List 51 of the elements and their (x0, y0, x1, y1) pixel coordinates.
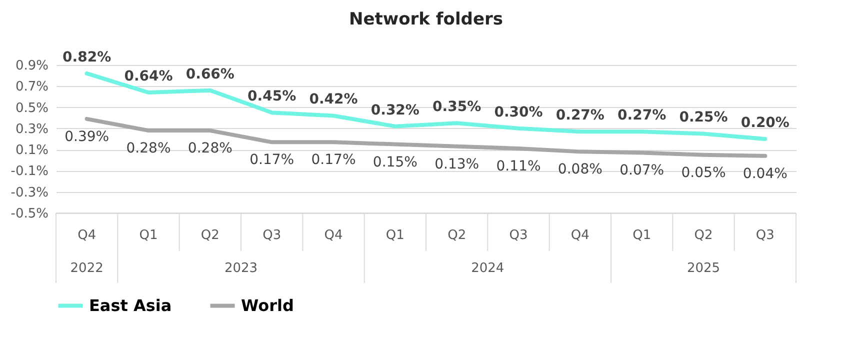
data-label: 0.27% (556, 108, 604, 124)
data-label: 0.25% (679, 110, 728, 126)
x-tick-label: Q1 (386, 228, 404, 243)
x-tick-label: Q3 (509, 228, 528, 243)
y-tick-label: 0.5% (15, 100, 48, 116)
y-tick-label: -0.3% (10, 185, 48, 200)
x-tick-label: Q3 (756, 228, 774, 243)
x-tick-label: Q1 (632, 228, 652, 243)
data-label: 0.42% (309, 92, 358, 108)
data-label: 0.45% (248, 88, 296, 105)
legend-label: East Asia (89, 296, 172, 315)
data-label: 0.28% (126, 140, 171, 157)
data-label: 0.04% (742, 166, 788, 182)
data-label: 0.35% (432, 99, 482, 116)
text: 2025 (686, 261, 720, 276)
data-label: 0.07% (620, 162, 664, 179)
x-tick-label: Q2 (200, 228, 220, 243)
data-label: 0.39% (64, 128, 110, 145)
data-label: 0.66% (186, 66, 234, 82)
data-label: 0.17% (250, 152, 294, 168)
data-label: 0.28% (188, 140, 232, 157)
data-label: 0.82% (62, 49, 112, 66)
text: 2022 (70, 261, 104, 276)
data-label: 0.11% (496, 158, 541, 175)
x-tick-label: Q2 (694, 228, 713, 243)
data-label: 0.17% (311, 152, 356, 168)
data-label: 0.15% (372, 154, 418, 170)
y-tick-label: 0.3% (15, 122, 48, 137)
data-label: 0.20% (740, 115, 790, 131)
x-tick-label: Q4 (324, 228, 343, 243)
text: 2023 (224, 261, 258, 276)
data-label: 0.30% (494, 104, 543, 120)
x-tick-label: Q1 (139, 228, 158, 243)
y-tick-label: 0.9% (15, 58, 48, 74)
y-tick-label: 0.7% (15, 80, 48, 95)
text: 2024 (471, 261, 504, 276)
data-label: 0.13% (434, 156, 480, 172)
x-tick-label: Q3 (262, 228, 282, 243)
data-label: 0.32% (370, 102, 420, 118)
data-label: 0.64% (124, 68, 173, 84)
y-tick-label: -0.5% (10, 206, 48, 222)
data-label: 0.05% (681, 164, 726, 181)
chart-title: Network folders (349, 9, 503, 30)
x-tick-label: Q2 (448, 228, 466, 243)
x-tick-label: Q4 (78, 228, 96, 243)
y-tick-label: 0.1% (15, 143, 48, 158)
x-tick-label: Q4 (570, 228, 590, 243)
data-label: 0.27% (618, 108, 666, 124)
data-label: 0.08% (558, 162, 602, 178)
legend-label: World (241, 296, 294, 315)
y-tick-label: -0.1% (10, 164, 48, 180)
